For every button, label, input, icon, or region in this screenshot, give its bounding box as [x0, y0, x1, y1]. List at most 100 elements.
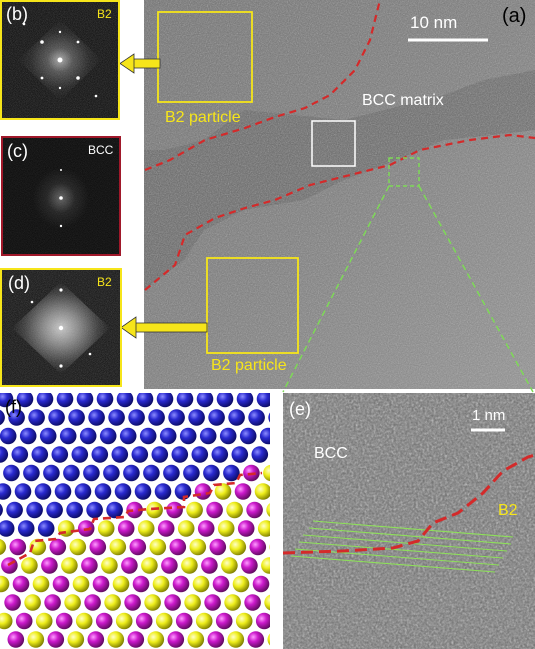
b2-atom: [97, 520, 115, 537]
bcc-atom: [66, 501, 83, 519]
b2-atom: [266, 503, 270, 517]
b2-atom: [212, 575, 230, 593]
bcc-atom: [116, 393, 134, 408]
b2-atom: [166, 501, 183, 519]
b2-atom: [149, 538, 167, 556]
atom-lattice: [0, 393, 270, 648]
b2-atom: [144, 594, 161, 611]
b2-atom: [197, 520, 215, 537]
b2-atom: [264, 594, 270, 611]
b2-atom: [0, 575, 10, 593]
bcc-atom: [3, 464, 20, 482]
bcc-atom: [96, 393, 114, 408]
bcc-atom: [0, 427, 17, 445]
b2-atom: [21, 557, 38, 574]
bcc-atom: [159, 427, 177, 445]
bcc-atom: [46, 501, 63, 519]
b2-atom: [49, 538, 67, 556]
panel-e-hrtem: [283, 393, 535, 649]
bcc-atom: [51, 446, 69, 463]
bcc-atom: [251, 446, 269, 463]
b2-atom: [69, 538, 87, 556]
bcc-atom: [0, 483, 12, 500]
b2-atom: [177, 520, 195, 537]
b2-atom: [81, 557, 98, 574]
b2-atom: [89, 538, 107, 556]
b2-atom: [234, 483, 252, 500]
bcc-atom: [203, 464, 220, 482]
bcc-atom: [148, 409, 165, 426]
bcc-atom: [134, 483, 152, 500]
b2-atom: [109, 538, 127, 556]
b2-atom: [232, 575, 250, 593]
interface-line: [7, 471, 263, 567]
b2-atom: [27, 631, 45, 648]
b2-atom: [101, 557, 118, 574]
bcc-atom: [34, 483, 52, 500]
b2-atom: [209, 538, 227, 556]
b2-atom: [246, 501, 263, 519]
panel-f-letter: (f): [5, 397, 22, 417]
bcc-atom: [188, 409, 205, 426]
b2-atom: [64, 594, 81, 611]
b2-atom: [189, 538, 207, 556]
bcc-atom: [28, 409, 45, 426]
panel-b-letter: (b): [6, 4, 28, 24]
b2-atom: [127, 631, 145, 648]
b2-atom: [215, 612, 233, 630]
b2-atom: [221, 557, 238, 574]
bcc-atom: [0, 393, 14, 408]
panel-e-letter: (e): [289, 399, 311, 419]
b2-atom: [186, 501, 203, 519]
bcc-atom: [179, 427, 197, 445]
bcc-atom: [91, 446, 109, 463]
bcc-atom: [0, 520, 15, 537]
bcc-atom: [139, 427, 157, 445]
bcc-atom: [76, 393, 94, 408]
b2-atom: [229, 538, 247, 556]
bcc-atom: [223, 464, 240, 482]
panel-c-phase: BCC: [88, 143, 114, 157]
b2-atom: [269, 544, 270, 550]
b2-atom: [261, 557, 270, 574]
b2-atom: [0, 612, 13, 630]
panel-e-b2-label: B2: [498, 502, 518, 519]
bcc-atom: [143, 464, 160, 482]
b2-atom: [241, 557, 258, 574]
b2-atom: [249, 538, 267, 556]
bcc-atom: [48, 409, 65, 426]
b2-atom: [175, 612, 193, 630]
b2-atom: [257, 520, 270, 537]
bcc-atom: [31, 446, 49, 463]
bcc-atom: [248, 409, 265, 426]
bcc-atom: [168, 409, 185, 426]
b2-atom: [235, 612, 253, 630]
b2-atom: [47, 631, 65, 648]
bcc-matrix-label: BCC matrix: [362, 92, 444, 109]
bcc-atom: [219, 427, 237, 445]
b2-atom: [121, 557, 138, 574]
bcc-atom: [231, 446, 249, 463]
panel-c-fft: [1, 136, 121, 256]
bcc-atom: [14, 483, 32, 500]
b2-atom: [55, 612, 73, 630]
bcc-atom: [83, 464, 100, 482]
b2-atom: [4, 594, 21, 611]
bcc-atom: [216, 393, 234, 408]
b2-atom: [263, 464, 270, 482]
b2-atom: [247, 631, 265, 648]
b2-atom: [52, 575, 70, 593]
bcc-atom: [6, 501, 23, 519]
bcc-atom: [19, 427, 37, 445]
b2-atom: [61, 557, 78, 574]
b2-atom: [181, 557, 198, 574]
bcc-atom: [176, 393, 194, 408]
b2-atom: [84, 594, 101, 611]
bcc-atom: [94, 483, 112, 500]
b2-atom: [32, 575, 50, 593]
bcc-atom: [56, 393, 74, 408]
b2-atom: [169, 538, 187, 556]
b2-atom: [95, 612, 113, 630]
b2-atom: [137, 520, 155, 537]
bcc-atom: [17, 520, 35, 537]
